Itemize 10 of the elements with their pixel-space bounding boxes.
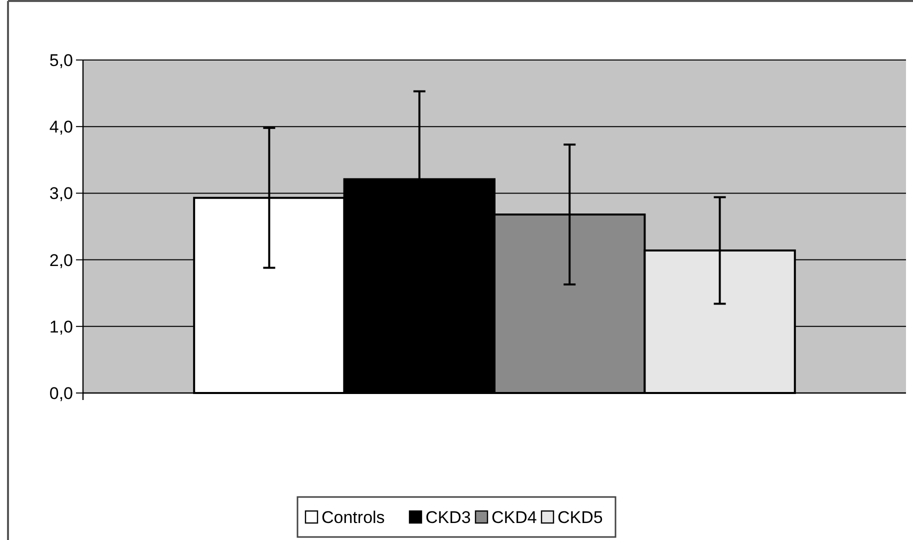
legend-label: CKD4 [492,508,537,527]
legend-label: CKD3 [426,508,471,527]
legend-label: Controls [322,508,385,527]
y-tick-label: 3,0 [49,184,73,204]
legend-label: CKD5 [558,508,603,527]
y-tick-label: 0,0 [49,384,73,403]
y-tick-label: 2,0 [49,250,73,270]
y-tick-label: 4,0 [49,118,73,137]
y-tick-label: 1,0 [49,317,73,336]
y-tick-label: 5,0 [49,50,73,70]
